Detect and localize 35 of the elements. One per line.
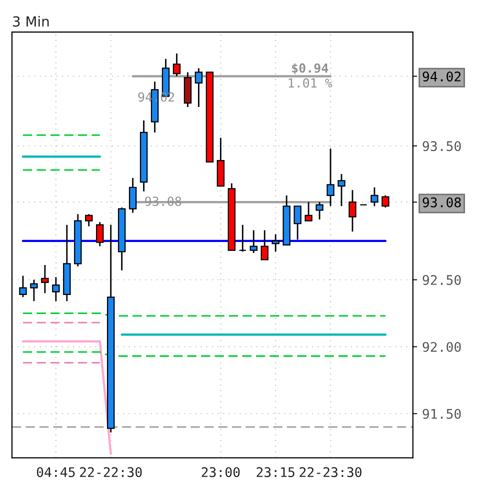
candlestick: [19, 275, 27, 298]
x-tick-label: 23:15: [256, 467, 294, 478]
x-tick-label: 04:45: [36, 467, 75, 478]
y-tick-label: 91.50: [422, 408, 461, 419]
candlestick: [348, 189, 356, 232]
candlestick: [272, 234, 280, 252]
y-tick-label: 93.08: [422, 197, 461, 208]
candlestick: [370, 186, 378, 207]
chart-title: 3 Min: [13, 16, 49, 27]
y-tick-label: 93.50: [422, 141, 461, 152]
y-tick-label: 92.00: [422, 342, 461, 352]
candlestick: [96, 221, 104, 247]
candlestick: [260, 230, 268, 260]
candlestick: [316, 201, 324, 220]
candlestick: [41, 264, 49, 294]
candlestick: [85, 213, 93, 227]
y-tick-label: 92.50: [422, 275, 461, 285]
candlestick: [30, 279, 38, 302]
candlestick: [172, 52, 181, 77]
annotation: 1.01 %: [288, 78, 332, 88]
candlestick: [128, 177, 137, 214]
candlestick: [326, 148, 334, 207]
x-tick-label: 22-23:30: [300, 467, 362, 478]
x-tick-label: 23:00: [202, 467, 240, 478]
candlestick: [52, 276, 60, 302]
candlestick: [294, 205, 302, 240]
annotation: $0.94: [292, 63, 328, 74]
candlestick: [382, 194, 390, 208]
candlestick: [238, 224, 246, 252]
candlestick: [250, 230, 258, 254]
candlestick: [194, 68, 203, 108]
candlestick: [304, 201, 312, 222]
x-tick-label: 22-22:30: [80, 467, 142, 478]
candlestick: [338, 173, 346, 207]
y-tick-label: 94.02: [422, 72, 461, 82]
